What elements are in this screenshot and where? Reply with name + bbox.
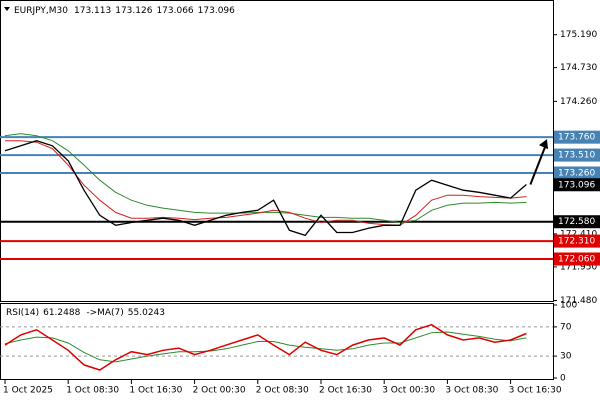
arrow-shaft [529, 146, 546, 185]
ma-value: 55.0243 [128, 308, 165, 318]
x-tick-label: 1 Oct 08:30 [66, 386, 119, 396]
y-tick-label: 174.730 [560, 63, 597, 73]
level-label: 173.510 [558, 151, 595, 161]
price-panel [0, 0, 554, 302]
level-label: 172.310 [558, 237, 595, 247]
rsi-panel [0, 303, 554, 380]
moving-average [5, 140, 527, 226]
x-tick-label: 3 Oct 16:30 [509, 386, 562, 396]
x-tick-label: 2 Oct 16:30 [319, 386, 372, 396]
rsi-tick-label: 30 [560, 352, 572, 362]
rsi-tick-label: 0 [560, 374, 566, 384]
rsi-title: RSI(14) [6, 308, 39, 318]
level-label: 173.760 [558, 133, 595, 143]
symbol: EURJPY,M30 [14, 6, 68, 16]
level-label-box [554, 148, 600, 162]
rsi-tick-label: 100 [560, 301, 577, 311]
level-label: 172.060 [558, 255, 595, 265]
low: 173.066 [156, 6, 193, 16]
arrow-head [539, 139, 548, 150]
rsi-value: 61.2488 [43, 308, 80, 318]
price-line [4, 140, 527, 237]
x-tick-label: 2 Oct 00:30 [193, 386, 246, 396]
y-tick-label: 172.410 [560, 229, 597, 239]
x-tick-label: 3 Oct 08:30 [445, 386, 498, 396]
dropdown-icon[interactable] [4, 7, 10, 11]
rsi-ma-line [4, 331, 527, 363]
current-price-box [554, 178, 600, 192]
x-tick-label: 1 Oct 2025 [3, 386, 53, 396]
moving-average [4, 133, 527, 224]
y-tick-label: 171.950 [560, 262, 597, 272]
level-label-box [554, 215, 600, 229]
ma-title: ->MA(7) [86, 308, 123, 318]
y-tick-label: 171.480 [560, 296, 597, 306]
rsi-line [4, 323, 527, 371]
level-label-box [554, 234, 600, 248]
rsi-tick-label: 70 [560, 322, 572, 332]
open: 173.113 [74, 6, 111, 16]
chart-header: EURJPY,M30 173.113 173.126 173.066 173.096 [14, 6, 235, 16]
y-tick-label: 175.190 [560, 30, 597, 40]
level-label-box [554, 130, 600, 144]
x-tick-label: 2 Oct 08:30 [256, 386, 309, 396]
x-tick-label: 1 Oct 16:30 [129, 386, 182, 396]
current-price-label: 173.096 [558, 180, 595, 190]
y-tick-label: 174.260 [560, 97, 597, 107]
x-tick-label: 3 Oct 00:30 [382, 386, 435, 396]
level-label: 172.580 [558, 217, 595, 227]
close: 173.096 [198, 6, 235, 16]
level-label: 173.260 [558, 169, 595, 179]
rsi-header: RSI(14) 61.2488 ->MA(7) 55.0243 [6, 308, 165, 318]
level-label-box [554, 166, 600, 180]
high: 173.126 [115, 6, 152, 16]
level-label-box [554, 252, 600, 266]
